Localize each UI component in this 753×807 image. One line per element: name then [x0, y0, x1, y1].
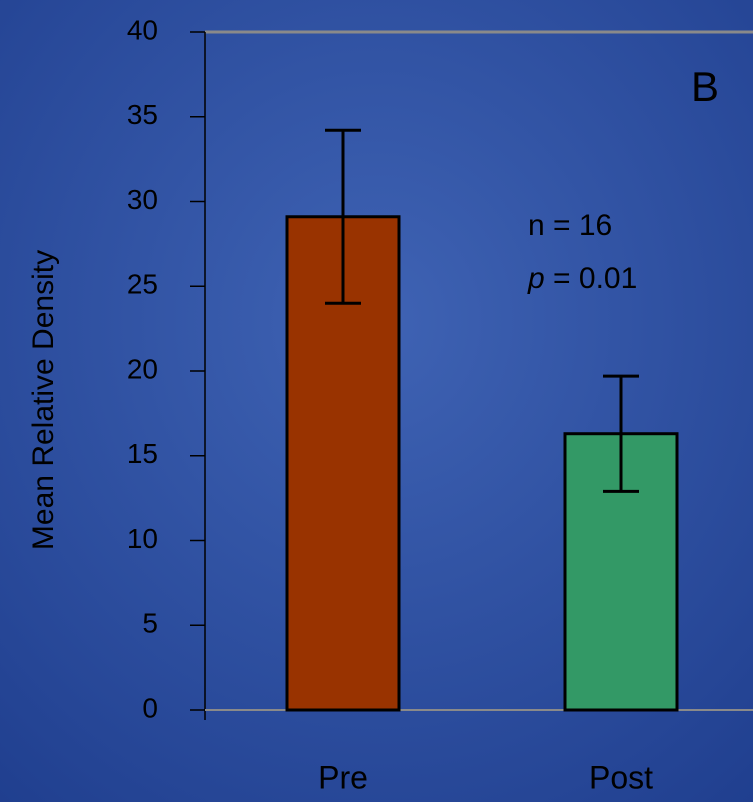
p-annotation: p = 0.01 — [527, 262, 637, 295]
y-tick-label: 5 — [142, 608, 158, 639]
x-tick-label: Pre — [318, 759, 368, 795]
p-symbol: p — [527, 262, 545, 295]
y-tick-label: 40 — [127, 14, 158, 45]
y-axis-title: Mean Relative Density — [27, 250, 60, 550]
y-tick-label: 20 — [127, 353, 158, 384]
y-tick-label: 15 — [127, 438, 158, 469]
n-annotation: n = 16 — [528, 209, 612, 242]
p-value: = 0.01 — [553, 262, 637, 295]
chart: Mean Relative Density B n = 16 p = 0.01 … — [0, 0, 753, 802]
x-tick-label: Post — [589, 759, 653, 795]
panel-label: B — [691, 63, 719, 110]
y-tick-label: 25 — [127, 269, 158, 300]
y-tick-label: 0 — [142, 692, 158, 723]
page: Mean Relative Density B n = 16 p = 0.01 … — [0, 0, 753, 802]
y-tick-label: 10 — [127, 523, 158, 554]
y-tick-label: 35 — [127, 99, 158, 130]
y-tick-label: 30 — [127, 184, 158, 215]
